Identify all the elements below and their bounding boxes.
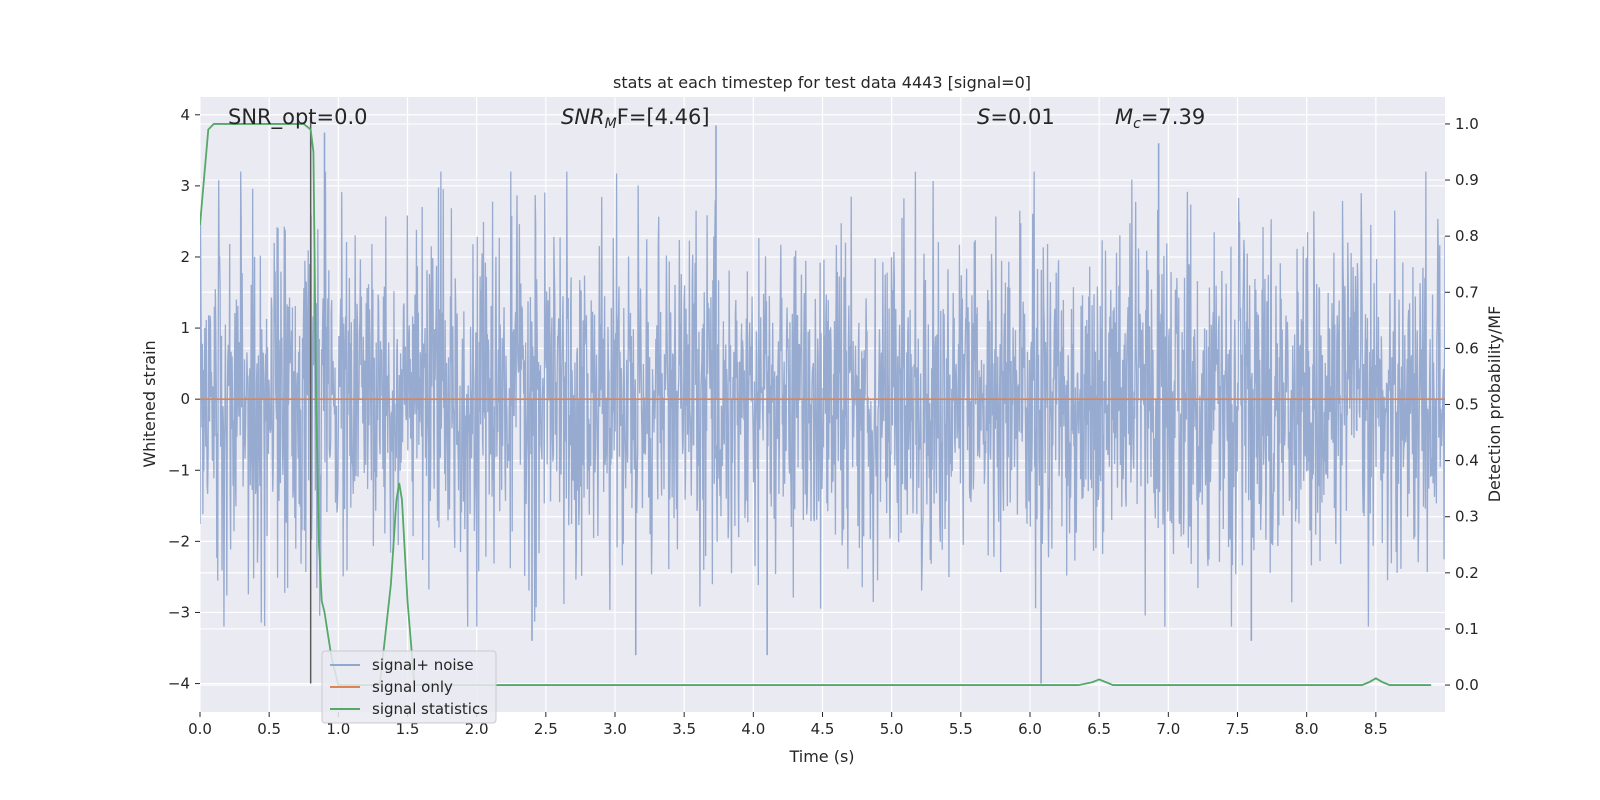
annotation-mc-symbol: M [1115, 105, 1133, 129]
y-right-tick-label: 0.7 [1455, 283, 1479, 301]
annotation-stat-value: =0.01 [990, 105, 1054, 129]
x-tick-label: 0.5 [257, 720, 281, 738]
y-right-tick-label: 0.5 [1455, 396, 1479, 414]
annotation-snr-opt: SNR_opt=0.0 [228, 105, 368, 130]
y-right-tick-label: 0.4 [1455, 452, 1479, 470]
y-right-tick-label: 0.9 [1455, 171, 1479, 189]
annotation-snr-mf-suffix: F=[4.46] [617, 105, 710, 129]
x-tick-label: 0.0 [188, 720, 212, 738]
legend-label-signal-noise: signal+ noise [372, 656, 474, 674]
y-tick-label: 3 [180, 177, 190, 195]
x-tick-label: 5.0 [880, 720, 904, 738]
x-axis-ticks: 0.0 0.5 1.0 1.5 2.0 2.5 3.0 3.5 4.0 4.5 5.0 5.5 6.0 6… [188, 712, 1388, 738]
y-right-tick-label: 0.1 [1455, 620, 1479, 638]
y-axis-label: Whitened strain [140, 340, 159, 467]
y-right-tick-label: 0.6 [1455, 339, 1479, 357]
x-tick-label: 4.5 [811, 720, 835, 738]
signal-statistics-line [200, 123, 1432, 686]
plot-content [200, 117, 1445, 686]
annotation-mc-value: =7.39 [1141, 105, 1205, 129]
y-right-axis-ticks: 0.0 0.1 0.2 0.3 0.4 0.5 0.6 0.7 0.8 0.9 1.0 [1445, 115, 1479, 694]
x-tick-label: 3.5 [672, 720, 696, 738]
y-tick-label: 1 [180, 319, 190, 337]
x-tick-label: 3.0 [603, 720, 627, 738]
x-tick-label: 5.5 [949, 720, 973, 738]
series-signal-statistics [200, 123, 1432, 686]
x-tick-label: 4.0 [741, 720, 765, 738]
legend: signal+ noise signal only signal statist… [321, 650, 497, 724]
x-tick-label: 1.5 [396, 720, 420, 738]
y-right-tick-label: 0.8 [1455, 227, 1479, 245]
y-tick-label: 2 [180, 248, 190, 266]
x-tick-label: 7.0 [1156, 720, 1180, 738]
legend-box [321, 650, 497, 724]
y-tick-label: −3 [168, 603, 190, 621]
x-tick-label: 7.5 [1226, 720, 1250, 738]
annotation-snr-mf-prefix: SNR [561, 105, 605, 129]
annotation-stat-symbol: S [977, 105, 990, 129]
annotation-snr-mf-sub: M [605, 116, 617, 132]
y-tick-label: 0 [180, 390, 190, 408]
annotation-snr-mf: SNRMF=[4.46] [561, 105, 710, 132]
signal-noise-line [200, 171, 1445, 627]
annotation-stat: S=0.01 [977, 105, 1055, 129]
x-tick-label: 1.0 [326, 720, 350, 738]
y-right-axis-label: Detection probability/MF [1485, 306, 1504, 503]
y-tick-label: −1 [168, 461, 190, 479]
y-axis-ticks: −4 −3 −2 −1 0 1 2 3 4 [168, 106, 200, 693]
x-tick-label: 2.5 [534, 720, 558, 738]
x-tick-label: 8.5 [1364, 720, 1388, 738]
annotation-mc: Mc=7.39 [1115, 105, 1205, 132]
x-axis-label: Time (s) [788, 747, 854, 766]
y-right-tick-label: 0.2 [1455, 564, 1479, 582]
x-tick-label: 6.0 [1018, 720, 1042, 738]
x-tick-label: 8.0 [1295, 720, 1319, 738]
y-tick-label: −2 [168, 532, 190, 550]
legend-label-signal-only: signal only [372, 678, 453, 696]
y-right-tick-label: 0.3 [1455, 508, 1479, 526]
y-right-tick-label: 0.0 [1455, 676, 1479, 694]
chart-title: stats at each timestep for test data 444… [613, 73, 1031, 92]
x-tick-label: 6.5 [1087, 720, 1111, 738]
annotation-mc-sub: c [1133, 116, 1141, 132]
y-right-tick-label: 1.0 [1455, 115, 1479, 133]
y-tick-label: −4 [168, 675, 190, 693]
series-signal-noise [200, 125, 1445, 684]
y-tick-label: 4 [180, 106, 190, 124]
legend-label-signal-statistics: signal statistics [372, 700, 488, 718]
x-tick-label: 2.0 [465, 720, 489, 738]
